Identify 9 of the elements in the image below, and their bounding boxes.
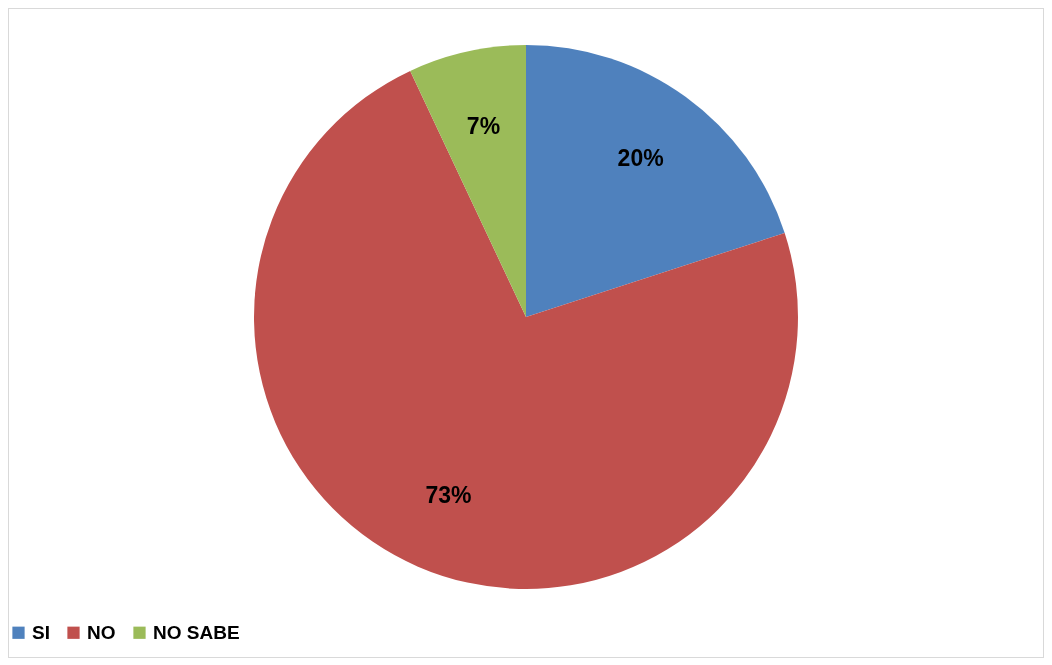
pie-slice bbox=[410, 45, 526, 317]
legend-label: SI bbox=[32, 621, 50, 643]
data-label: 73% bbox=[425, 481, 472, 508]
pie-slice bbox=[526, 45, 785, 317]
data-label: 7% bbox=[466, 112, 501, 139]
legend-label: NO bbox=[87, 621, 116, 643]
data-label: 20% bbox=[617, 145, 664, 172]
pie-slice bbox=[254, 70, 798, 589]
legend-label: NO SABE bbox=[153, 621, 240, 643]
